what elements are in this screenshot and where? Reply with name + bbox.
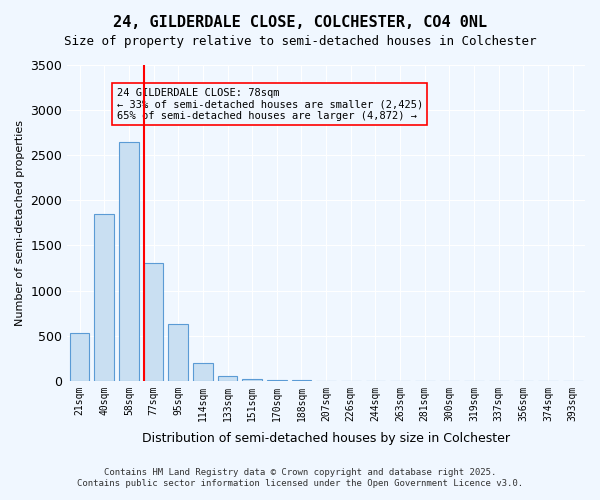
X-axis label: Distribution of semi-detached houses by size in Colchester: Distribution of semi-detached houses by … (142, 432, 510, 445)
Bar (218, 376, 238, 381)
Text: Contains HM Land Registry data © Crown copyright and database right 2025.
Contai: Contains HM Land Registry data © Crown c… (77, 468, 523, 487)
Bar (267, 380, 287, 381)
Text: Size of property relative to semi-detached houses in Colchester: Size of property relative to semi-detach… (64, 35, 536, 48)
Y-axis label: Number of semi-detached properties: Number of semi-detached properties (15, 120, 25, 326)
Bar (242, 380, 262, 381)
Bar (144, 264, 163, 381)
Bar (70, 333, 89, 381)
Text: 24 GILDERDALE CLOSE: 78sqm
← 33% of semi-detached houses are smaller (2,425)
65%: 24 GILDERDALE CLOSE: 78sqm ← 33% of semi… (116, 88, 423, 121)
Bar (193, 362, 213, 381)
Bar (94, 214, 114, 381)
Bar (169, 324, 188, 381)
Text: 24, GILDERDALE CLOSE, COLCHESTER, CO4 0NL: 24, GILDERDALE CLOSE, COLCHESTER, CO4 0N… (113, 15, 487, 30)
Bar (119, 142, 139, 381)
